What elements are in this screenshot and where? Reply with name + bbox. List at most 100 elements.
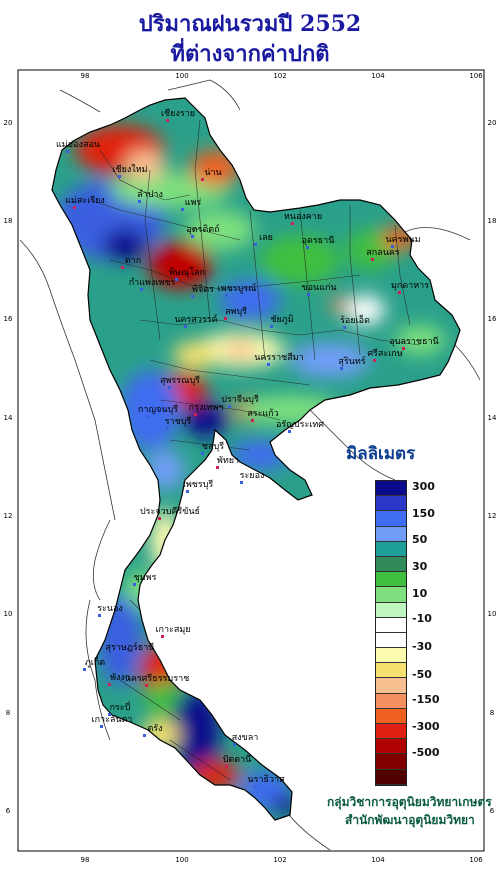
legend-swatch [376,648,406,664]
lat-tick-right: 6 [490,807,495,815]
province-label: เพชรบุรี [183,479,214,490]
province-label: สระแก้ว [247,408,278,419]
lon-tick-top: 98 [81,72,90,80]
province-label: ชัยภูมิ [270,314,293,325]
credit-line1: กลุ่มวิชาการอุตุนิยมวิทยาเกษตร [327,795,492,809]
province-label: ศรีสะเกษ [367,348,402,359]
lat-tick-left: 18 [4,217,13,225]
legend-label: -10 [412,612,432,625]
station-marker [307,293,310,296]
station-marker [121,266,124,269]
station-marker [225,765,228,768]
lat-tick-left: 12 [4,512,13,520]
legend-swatch [376,481,406,497]
legend-swatch [376,572,406,588]
province-label: แม่สะเรียง [65,195,105,206]
station-marker [225,294,228,297]
lon-tick-top: 104 [371,72,385,80]
province-label: อุตรดิตถ์ [186,223,219,235]
legend-swatch [376,708,406,724]
station-marker [306,246,309,249]
station-marker [254,785,257,788]
station-marker [191,235,194,238]
station-marker [100,725,103,728]
station-marker [146,415,149,418]
station-marker [186,490,189,493]
neighbor-borders [19,79,481,851]
legend-swatch [376,617,406,633]
credit-line2: สำนักพัฒนาอุตุนิยมวิทยา [345,813,475,827]
legend-label: 300 [412,480,435,493]
legend-swatch [376,602,406,618]
station-marker [233,743,236,746]
station-marker [118,175,121,178]
station-marker [161,635,164,638]
lon-tick-top: 102 [273,72,286,80]
province-label: มุกดาหาร [391,281,429,291]
station-marker [228,405,231,408]
province-label: ตรัง [147,724,162,734]
province-label: ร้อยเอ็ด [340,313,370,326]
lat-tick-right: 10 [488,610,497,618]
lon-tick-bottom: 104 [371,856,385,864]
legend-swatch [376,526,406,542]
lat-tick-right: 12 [488,512,497,520]
station-marker [158,517,161,520]
province-label: นราธิวาส [247,774,285,785]
province-label: เชียงใหม่ [112,164,147,175]
province-label: พิษณุโลก [169,267,205,278]
legend-label: -50 [412,668,432,681]
map-title-line2: ที่ต่างจากค่าปกติ [170,41,330,67]
station-marker [181,208,184,211]
legend-swatch [376,632,406,649]
station-marker [98,614,101,617]
province-label: ปราจีนบุรี [221,394,259,405]
province-label: ตาก [125,256,141,266]
station-marker [216,466,219,469]
lat-tick-left: 14 [4,414,13,422]
station-marker [184,325,187,328]
province-boundaries [89,119,421,781]
province-label: ระยอง [240,471,265,481]
station-marker [118,653,121,656]
province-label: ลำปาง [137,189,163,200]
province-label: แม่ฮ่องสอน [56,140,100,150]
lon-tick-bottom: 102 [273,856,286,864]
province-label: สกลนคร [366,248,400,258]
legend-title: มิลลิเมตร [346,444,416,464]
lat-tick-right: 20 [488,119,497,127]
legend-swatch [376,754,406,770]
legend-color-bar [375,480,407,786]
province-label: อุดรธานี [302,235,335,246]
legend-swatch [376,663,406,679]
station-marker [108,683,111,686]
lat-tick-right: 18 [488,217,497,225]
legend-swatch [376,693,406,709]
province-label: กำแพงเพชร [129,277,176,288]
station-marker [175,278,178,281]
province-label: กระบี่ [110,700,131,713]
province-label: พิจิตร [192,284,214,295]
station-marker [108,713,111,716]
station-marker [166,427,169,430]
legend-swatch [376,541,406,557]
province-label: หนองคาย [284,212,322,222]
station-marker [240,481,243,484]
station-marker [391,245,394,248]
station-marker [191,295,194,298]
lat-tick-right: 14 [488,414,497,422]
legend-label: -30 [412,640,432,653]
station-marker [291,222,294,225]
province-label: สงขลา [232,733,259,743]
province-label: นครราชสีมา [254,352,303,363]
province-markers [66,119,405,788]
station-marker [143,734,146,737]
province-label: ประจวบคีรีขันธ์ [140,505,200,517]
legend-swatch [376,496,406,512]
station-marker [133,583,136,586]
station-marker [166,119,169,122]
legend-label: 50 [412,533,428,546]
legend-swatch [376,511,406,527]
